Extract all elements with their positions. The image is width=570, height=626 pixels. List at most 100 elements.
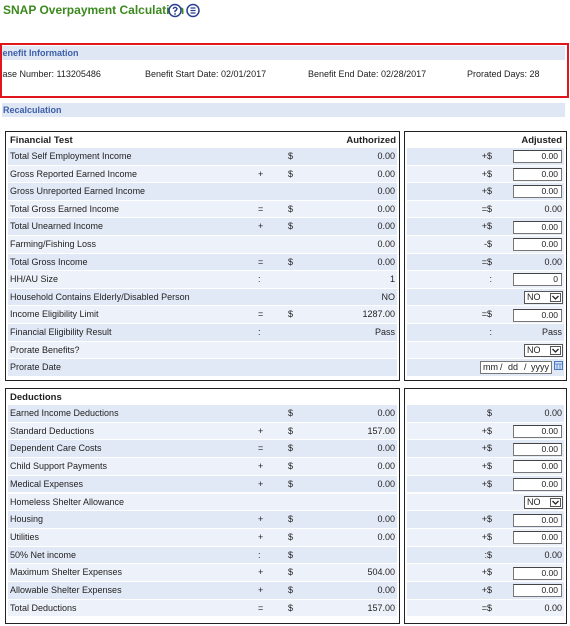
date-input[interactable]: mm dd yyyy / /: [480, 361, 552, 375]
adjusted-input[interactable]: 0.00: [513, 238, 562, 252]
table-row: Utilities + $0.00: [8, 528, 397, 546]
table-row: NO: [407, 493, 564, 511]
row-operator: +: [258, 478, 264, 489]
table-row: =$ 0.00: [407, 599, 564, 617]
adjusted-value: 0.00: [544, 602, 562, 613]
table-row: mm dd yyyy / /: [407, 359, 564, 376]
table-row: +$ 0.00: [407, 183, 564, 200]
adjusted-operator: $: [486, 408, 492, 418]
row-label: Utilities: [10, 531, 40, 542]
table-row: +$ 0.00: [407, 528, 564, 546]
row-currency: $: [288, 478, 294, 489]
adjusted-input[interactable]: 0.00: [513, 220, 562, 234]
table-row: +$ 0.00: [407, 165, 564, 183]
adjusted-value: 0.00: [544, 203, 562, 214]
adjusted-operator: :: [489, 274, 492, 285]
row-currency: $: [288, 309, 294, 320]
benefit-fields: Case Number: 113205486 Benefit Start Date…: [2, 68, 565, 82]
table-row: +$ 0.00: [407, 440, 564, 458]
adjusted-operator: =$: [481, 256, 492, 267]
row-currency: $: [288, 425, 294, 436]
adjusted-input[interactable]: 0.00: [513, 308, 562, 322]
select-arrow: [550, 497, 561, 507]
adjusted-operator: +$: [481, 461, 492, 472]
row-label: Standard Deductions: [10, 425, 95, 436]
section-title: Recalculation: [3, 105, 62, 115]
row-label: Prorate Benefits?: [10, 344, 80, 355]
adjusted-input[interactable]: 0.00: [513, 460, 562, 474]
table-row: Total Gross Income = $0.00: [8, 253, 397, 271]
table-row: +$ 0.00: [407, 475, 564, 493]
table-row: +$ 0.00: [407, 422, 564, 440]
adjusted-input[interactable]: 0.00: [513, 185, 562, 199]
adjusted-input[interactable]: 0.00: [513, 478, 562, 492]
row-value: 504.00: [367, 567, 395, 578]
table-row: Standard Deductions + $157.00: [8, 422, 397, 440]
row-value: 0.00: [377, 203, 395, 214]
adjusted-input[interactable]: 0.00: [513, 442, 562, 456]
row-operator: +: [258, 514, 264, 525]
row-label: Total Self Employment Income: [10, 151, 132, 161]
adjusted-operator: +$: [481, 478, 492, 489]
row-label: Total Deductions: [10, 602, 77, 613]
adjusted-operator: +$: [481, 151, 492, 161]
table-row: Household Contains Elderly/Disabled Pers…: [8, 288, 397, 306]
table-row: =$ 0.00: [407, 253, 564, 271]
table-row: Income Eligibility Limit = $1287.00: [8, 306, 397, 323]
row-value: 0.00: [377, 151, 395, 161]
row-value: 0.00: [377, 478, 395, 489]
row-label: Maximum Shelter Expenses: [10, 567, 123, 578]
table-row: Total Unearned Income + $0.00: [8, 218, 397, 235]
adjusted-operator: =$: [481, 309, 492, 320]
row-operator: =: [258, 203, 264, 214]
row-operator: :: [258, 274, 261, 285]
table-row: Homeless Shelter Allowance: [8, 493, 397, 511]
row-operator: +: [258, 585, 264, 595]
adjusted-select[interactable]: NO: [524, 495, 563, 509]
row-value: 0.00: [377, 256, 395, 267]
table-row: -$ 0.00: [407, 236, 564, 253]
adjusted-input[interactable]: 0.00: [513, 566, 562, 580]
adjusted-operator: +$: [481, 168, 492, 179]
row-label: Prorate Date: [10, 362, 62, 373]
adjusted-operator: +$: [481, 425, 492, 436]
adjusted-operator: :$: [484, 549, 492, 560]
table-row: Allowable Shelter Expenses + $0.00: [8, 582, 397, 599]
table-row: Gross Reported Earned Income + $0.00: [8, 165, 397, 183]
table-row: NO: [407, 288, 564, 306]
row-operator: +: [258, 425, 264, 436]
adjusted-value: 0.00: [544, 256, 562, 267]
adjusted-input[interactable]: 0.00: [513, 167, 562, 181]
row-operator: +: [258, 221, 264, 232]
row-currency: $: [288, 256, 294, 267]
adjusted-value: 0.00: [544, 408, 562, 418]
row-label: Homeless Shelter Allowance: [10, 496, 125, 507]
table-row: Total Self Employment Income $0.00: [8, 148, 397, 165]
row-label: Farming/Fishing Loss: [10, 239, 97, 249]
highlight-box: [0, 43, 569, 98]
table-row: Child Support Payments + $0.00: [8, 458, 397, 475]
row-value: 1287.00: [362, 309, 395, 320]
adjusted-input[interactable]: 0.00: [513, 531, 562, 545]
adjusted-input[interactable]: 0.00: [513, 150, 562, 164]
adjusted-input[interactable]: 0.00: [513, 425, 562, 439]
select-value: NO: [527, 344, 541, 355]
table-row: :0: [407, 271, 564, 288]
calendar-icon[interactable]: [554, 361, 563, 371]
table-row: Farming/Fishing Loss 0.00: [8, 236, 397, 253]
adjusted-input[interactable]: 0.00: [513, 513, 562, 527]
table-row: +$ 0.00: [407, 148, 564, 165]
row-operator: +: [258, 567, 264, 578]
row-label: Gross Unreported Earned Income: [10, 186, 146, 197]
date-separator: /: [524, 362, 527, 373]
table-row: Gross Unreported Earned Income 0.00: [8, 183, 397, 200]
adjusted-input[interactable]: 0.00: [513, 584, 562, 598]
adjusted-input[interactable]: 0: [513, 273, 562, 287]
adjusted-operator: +$: [481, 531, 492, 542]
table-row: +$ 0.00: [407, 458, 564, 475]
adjusted-select[interactable]: NO: [524, 291, 563, 305]
adjusted-select[interactable]: NO: [524, 343, 563, 357]
row-currency: $: [288, 514, 294, 525]
row-operator: =: [258, 443, 264, 454]
table-row: HH/AU Size: 1: [8, 271, 397, 288]
